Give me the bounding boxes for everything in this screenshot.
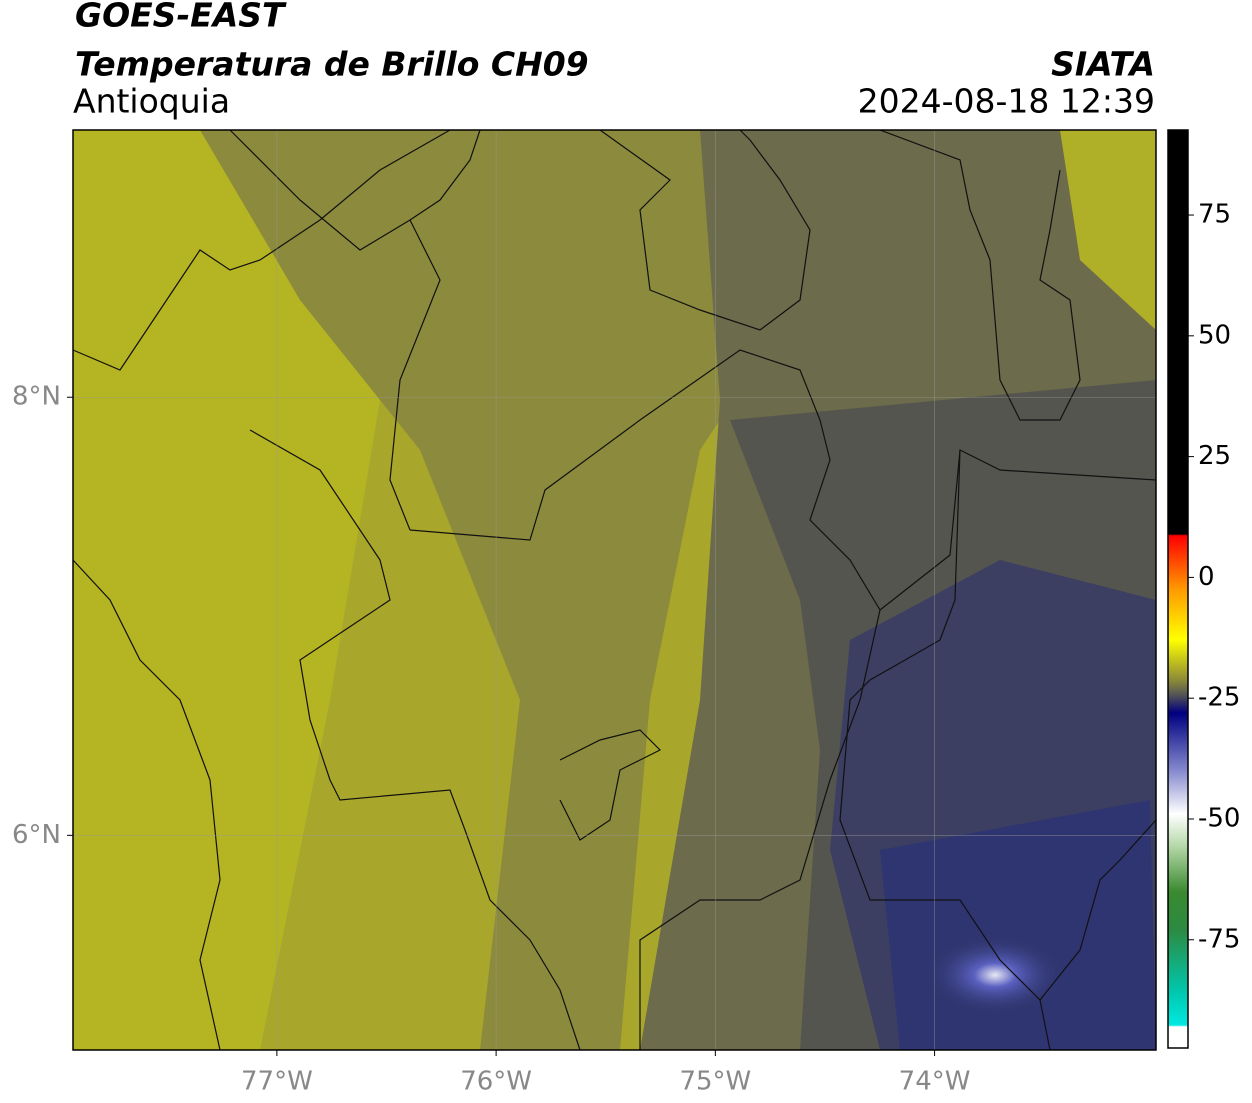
y-tick-label: 8°N	[12, 382, 61, 412]
border	[409, 349, 1157, 611]
border	[879, 129, 1081, 421]
x-tick-label: 74°W	[899, 1067, 971, 1097]
border	[72, 129, 451, 371]
colorbar-tick-label: 0	[1198, 562, 1215, 592]
title: GOES-EAST	[75, 0, 287, 35]
border	[559, 729, 662, 841]
colorbar	[1167, 129, 1189, 1049]
region-fill	[73, 130, 420, 1050]
map	[72, 129, 1157, 1051]
colorbar-tick-label: -25	[1198, 683, 1240, 713]
border	[599, 129, 811, 331]
colorbar-tick-label: 50	[1198, 320, 1231, 350]
x-tick-label: 77°W	[241, 1067, 313, 1097]
region: Antioquia	[73, 82, 230, 121]
colorbar-tick-label: -50	[1198, 803, 1240, 833]
cold-cloud	[925, 935, 1065, 1015]
colorbar-tick-label: 25	[1198, 441, 1231, 471]
grid	[73, 130, 1156, 1050]
region-fill	[200, 130, 800, 1050]
border	[1039, 819, 1157, 1001]
y-tick-label: 6°N	[12, 820, 61, 850]
border	[72, 559, 221, 1051]
border	[389, 219, 441, 531]
x-tick-label: 76°W	[460, 1067, 532, 1097]
source: SIATA	[1051, 45, 1155, 84]
region-fill	[1060, 130, 1156, 330]
x-tick-label: 75°W	[679, 1067, 751, 1097]
datetime: 2024-08-18 12:39	[858, 82, 1155, 121]
border	[839, 449, 1051, 1051]
colorbar-tick-label: 75	[1198, 200, 1231, 230]
map-frame	[72, 129, 1157, 1051]
border	[639, 609, 881, 1050]
border	[249, 429, 581, 1051]
colorbar-tick-label: -75	[1198, 924, 1240, 954]
subtitle: Temperatura de Brillo CH09	[75, 45, 589, 84]
